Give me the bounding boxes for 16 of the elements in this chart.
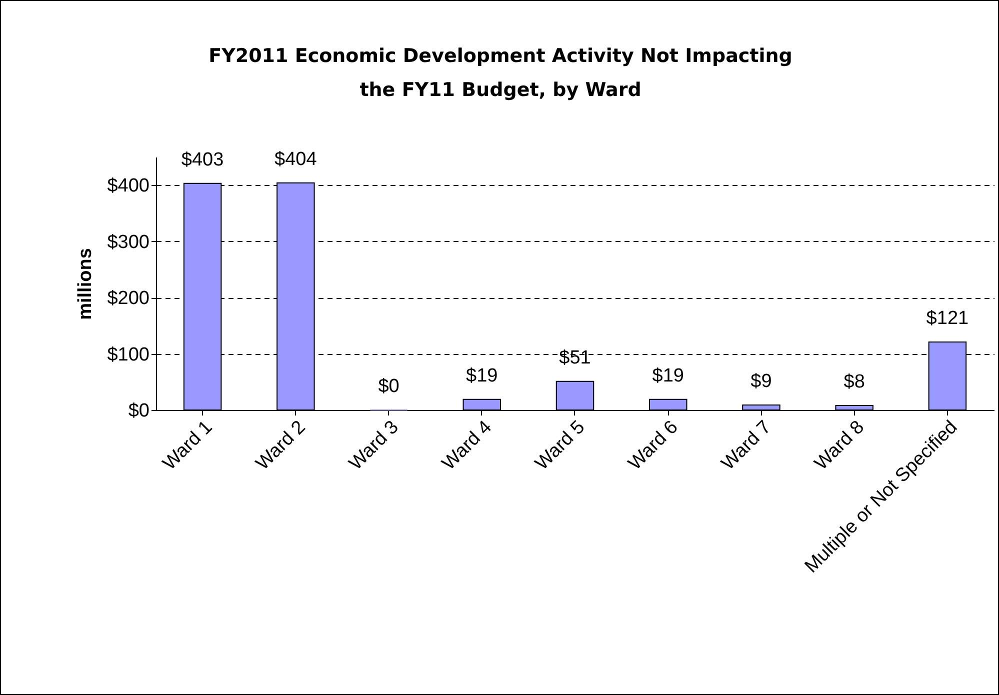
data-label: $9 [750,370,772,392]
data-label: $403 [181,149,224,170]
data-label: $404 [274,148,318,170]
y-tick-label: $400 [107,176,150,197]
data-label: $19 [466,365,498,386]
data-label: $8 [844,372,865,392]
data-label: $0 [378,376,400,397]
y-tick-label: $200 [107,288,150,310]
data-label: $51 [559,347,591,368]
data-label: $19 [652,365,684,386]
data-label: $121 [926,308,969,329]
y-axis-title: millions [75,248,96,320]
chart-title: FY2011 Economic Development Activity Not Impacting the FY11 Budget, by Ward [208,44,792,101]
y-tick-label: $100 [107,344,150,366]
y-tick-label: $0 [128,400,150,422]
y-tick-label: $300 [107,232,150,253]
